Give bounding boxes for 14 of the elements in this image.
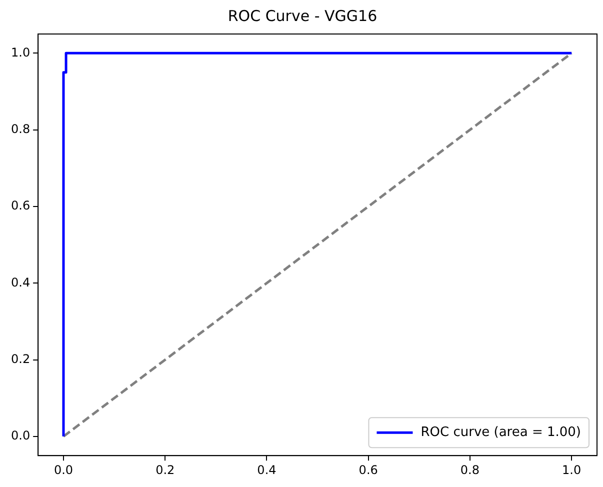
x-tick-label: 0.8 — [460, 462, 480, 477]
y-tick-label: 0.4 — [10, 275, 30, 290]
y-tick-label: 0.2 — [10, 352, 30, 366]
x-tick-label: 0.2 — [156, 462, 175, 477]
y-tick-label: 0.8 — [10, 122, 30, 136]
y-tick-label: 1.0 — [10, 45, 30, 60]
chart-title: ROC Curve - VGG16 — [228, 6, 378, 25]
x-tick-label: 0.4 — [257, 462, 276, 477]
y-tick-label: 0.0 — [10, 428, 30, 443]
x-tick-label: 0.0 — [54, 462, 74, 477]
x-tick-label: 1.0 — [562, 462, 582, 477]
x-tick-label: 0.6 — [358, 462, 378, 477]
legend-label: ROC curve (area = 1.00) — [420, 424, 581, 440]
y-tick-label: 0.6 — [10, 198, 30, 213]
